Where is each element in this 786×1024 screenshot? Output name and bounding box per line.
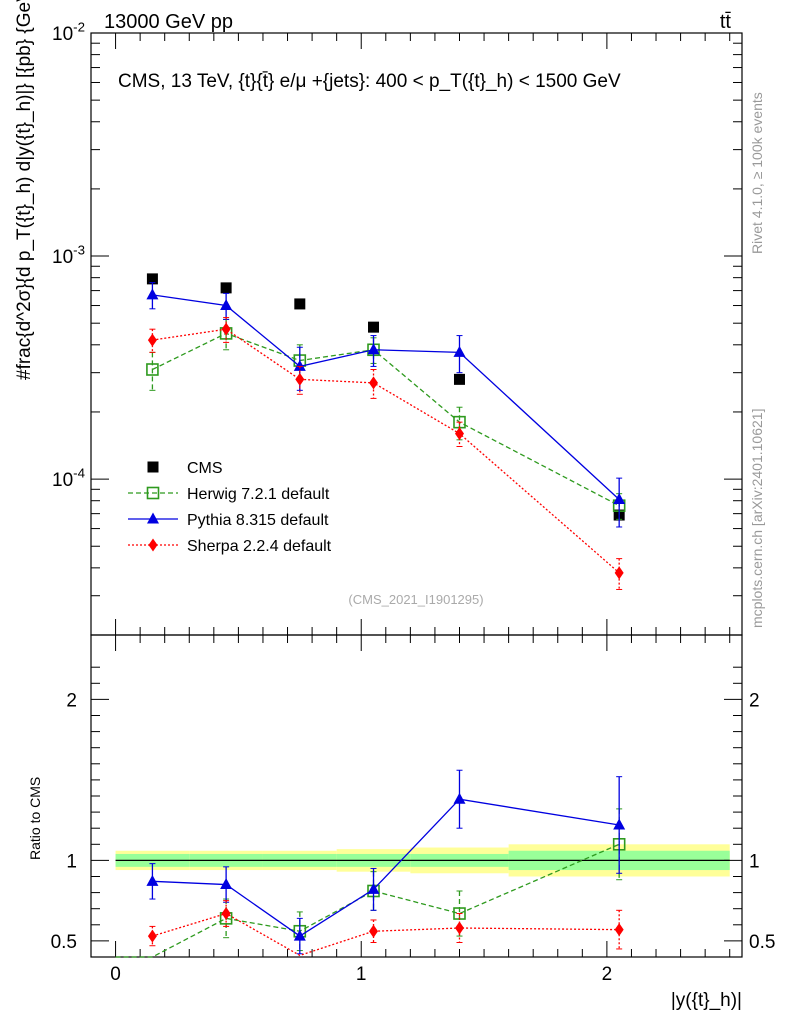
pythia-line: [152, 294, 620, 500]
axis-ticks: 10-4 10-3 10-2 0 1 2 0.5 0.5 1 1 2 2: [51, 19, 776, 985]
sherpa-point: [295, 372, 305, 386]
y-tick-label: 10-4: [52, 466, 85, 492]
y-axis-label: #frac{d^2σ}{d p_T({t}_h) d|y({t}_h)|} [{…: [14, 0, 35, 380]
cms-point: [146, 273, 158, 285]
ratio-y-tick-label-right: 2: [749, 690, 760, 711]
sherpa-ratio-point: [614, 923, 624, 937]
legend-marker: [147, 461, 159, 473]
sherpa-ratio-point: [369, 924, 379, 938]
cms-point: [220, 282, 232, 294]
pythia-point: [367, 343, 380, 355]
pythia-ratio-line: [152, 798, 620, 937]
pythia-ratio-point: [293, 929, 306, 941]
legend-marker: [146, 486, 160, 500]
sherpa-point: [454, 427, 464, 441]
y-tick-label: 10-3: [52, 242, 85, 268]
legend-marker: [148, 538, 158, 552]
cms-point: [368, 321, 380, 333]
legend-label: Pythia 8.315 default: [187, 512, 329, 529]
sherpa-point: [147, 333, 157, 347]
ratio-y-tick-label: 1: [66, 851, 77, 872]
pythia-ratio-point: [367, 882, 380, 894]
ratio-y-tick-label: 0.5: [51, 932, 77, 953]
ratio-y-axis-label: Ratio to CMS: [27, 777, 43, 860]
legend-marker: [147, 512, 159, 524]
x-axis-label: |y({t}_h)|: [671, 990, 742, 1011]
process-label: tt̄: [720, 11, 732, 33]
legend: CMS Herwig 7.2.1 default Pythia 8.315 defa…: [128, 460, 332, 555]
sherpa-ratio-point: [454, 921, 464, 935]
cms-point: [294, 298, 306, 310]
ratio-uncertainty-bands: [115, 844, 730, 877]
watermark: (CMS_2021_I1901295): [348, 592, 483, 607]
sherpa-ratio-line: [152, 912, 620, 957]
herwig-line: [152, 332, 620, 507]
sherpa-point: [614, 566, 624, 580]
pythia-point: [613, 493, 626, 505]
ratio-y-tick-label-right: 0.5: [749, 932, 775, 953]
ratio-y-tick-label: 2: [66, 690, 77, 711]
herwig-point: [146, 363, 159, 376]
legend-label: CMS: [187, 460, 223, 477]
pythia-ratio-point: [613, 818, 626, 830]
rivet-label: Rivet 4.1.0, ≥ 100k events: [749, 92, 765, 254]
sherpa-ratio-point: [221, 907, 231, 921]
pythia-point: [146, 288, 159, 300]
cms-point: [453, 373, 465, 385]
plot-title: CMS, 13 TeV, {t}{t̄} e/μ +{jets}: 400 < …: [118, 71, 621, 92]
sherpa-ratio-point: [147, 929, 157, 943]
pythia-ratio-point: [453, 792, 466, 804]
sherpa-line: [152, 328, 620, 574]
source-label: mcplots.cern.ch [arXiv:2401.10621]: [749, 409, 765, 628]
x-tick-label: 1: [356, 964, 367, 985]
x-tick-label: 2: [602, 964, 613, 985]
sherpa-point: [221, 322, 231, 336]
pythia-point: [293, 359, 306, 371]
data-marks: [115, 273, 626, 958]
sherpa-point: [369, 376, 379, 390]
legend-label: Sherpa 2.2.4 default: [187, 538, 332, 555]
pythia-point: [220, 299, 233, 311]
x-tick-label: 0: [110, 964, 121, 985]
energy-label: 13000 GeV pp: [104, 11, 233, 33]
pythia-point: [453, 345, 466, 357]
legend-label: Herwig 7.2.1 default: [187, 486, 330, 503]
pythia-ratio-point: [220, 878, 233, 890]
y-tick-label: 10-2: [52, 19, 85, 45]
ratio-plot-frame: [90, 634, 743, 958]
pythia-ratio-point: [146, 874, 159, 886]
ratio-y-tick-label-right: 1: [749, 851, 760, 872]
